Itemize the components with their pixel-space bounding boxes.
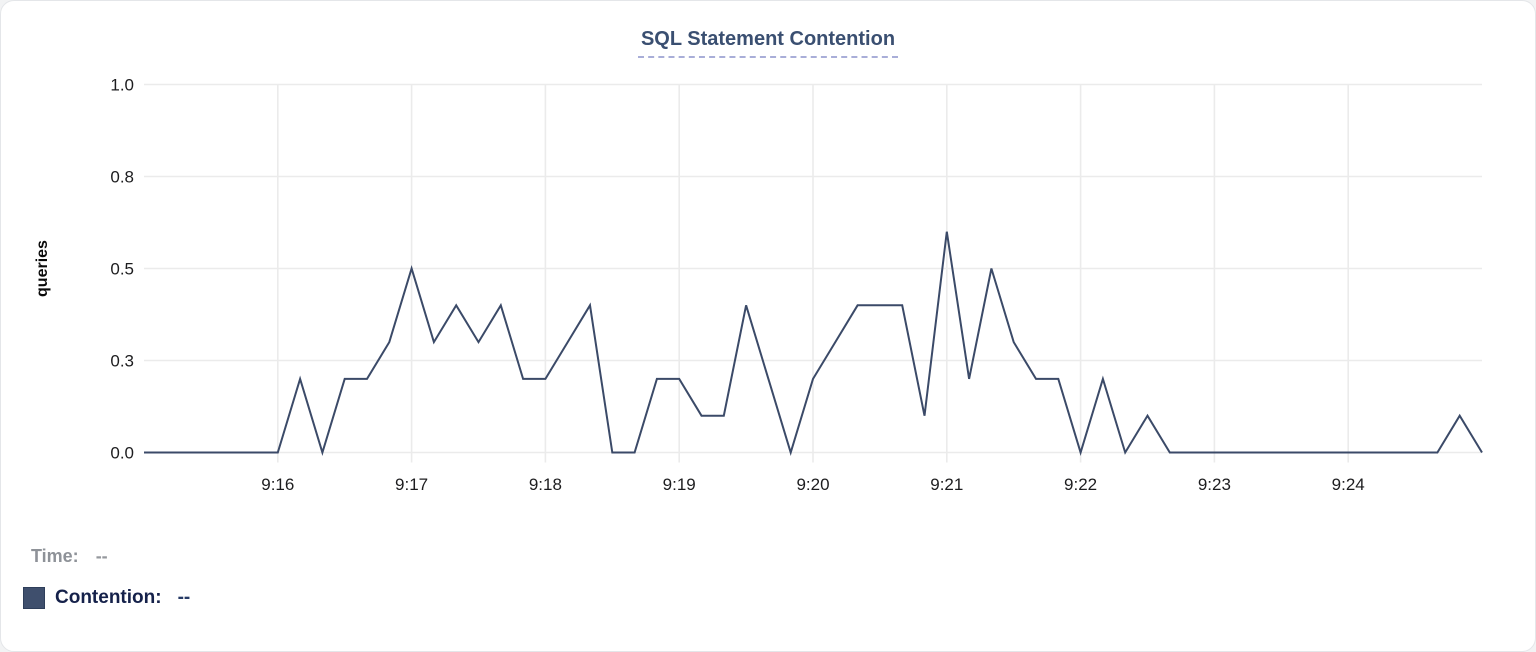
legend-contention-label: Contention: xyxy=(55,587,162,608)
y-tick-label: 0.8 xyxy=(110,168,134,187)
x-tick-label: 9:20 xyxy=(796,475,829,494)
legend-contention-value: -- xyxy=(177,587,191,608)
y-tick-label: 1.0 xyxy=(110,76,134,95)
legend-time-label: Time: xyxy=(31,546,79,566)
contention-series-line xyxy=(144,231,1483,456)
legend-time-value: -- xyxy=(95,546,108,566)
contention-color-swatch-icon xyxy=(23,587,45,609)
x-tick-label: 9:19 xyxy=(663,475,696,494)
x-tick-label: 9:23 xyxy=(1198,475,1231,494)
chart-plot-area[interactable]: 1.0 0.8 0.5 0.3 0.0 9:16 9:17 9:18 9:19 9:20 9:21 9… xyxy=(1,1,1536,513)
y-axis-title: queries xyxy=(34,240,51,297)
x-tick-label: 9:16 xyxy=(261,475,294,494)
y-tick-label: 0.0 xyxy=(110,444,134,463)
x-tick-label: 9:24 xyxy=(1332,475,1365,494)
legend-time-row: Time: -- xyxy=(31,546,108,567)
chart-header: SQL Statement Contention xyxy=(1,28,1535,58)
x-tick-label: 9:22 xyxy=(1064,475,1097,494)
y-tick-label: 0.3 xyxy=(110,352,134,371)
x-tick-label: 9:17 xyxy=(395,475,428,494)
y-tick-label: 0.5 xyxy=(110,260,134,279)
legend-contention-row[interactable]: Contention: -- xyxy=(23,587,190,609)
x-tick-label: 9:18 xyxy=(529,475,562,494)
x-tick-label: 9:21 xyxy=(930,475,963,494)
chart-title[interactable]: SQL Statement Contention xyxy=(637,28,899,58)
